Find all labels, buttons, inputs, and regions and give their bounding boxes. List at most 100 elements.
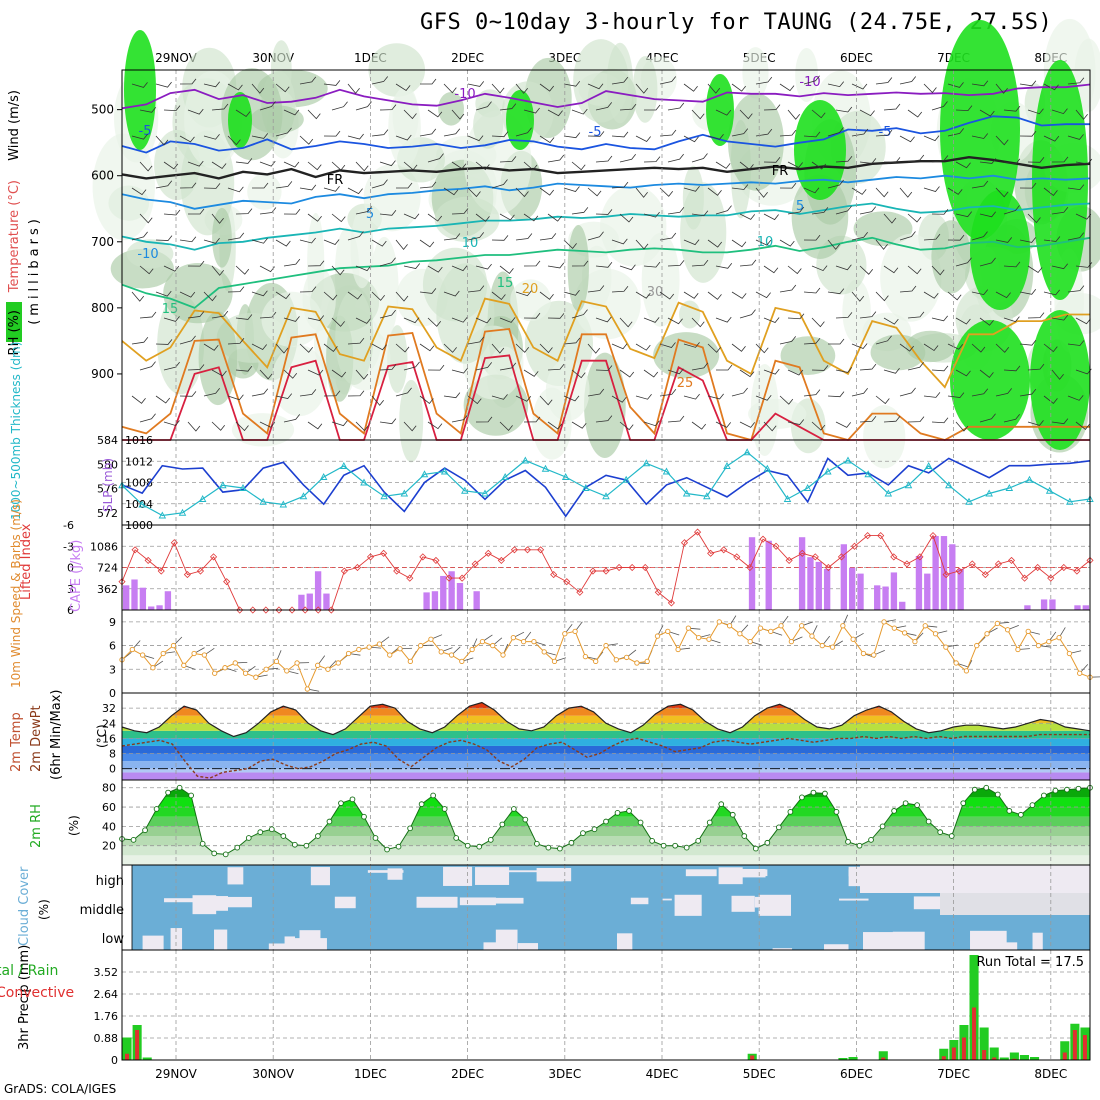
wind-barb [1019,237,1037,243]
thickness-point [824,467,832,475]
wind-barb [739,309,756,319]
lifted-index-point [720,546,728,554]
wind-barb [971,343,986,353]
thickness-point [864,470,872,478]
rh-point [983,784,990,791]
temp-ylabel-unit: (°C) [95,724,109,748]
wind-barb [259,101,276,111]
wind-speed-point [840,623,846,629]
thickness-point [662,467,671,475]
wind-barb [731,83,746,92]
rh-point [153,806,160,812]
wind-speed-point [479,638,486,645]
wind-barb [659,76,677,85]
precip-legend-conv: Convective [0,985,74,1001]
wind-barb [355,206,373,215]
wind-barb [427,109,443,118]
wind-barb [235,314,253,320]
wind-barb [283,109,300,116]
cape-bar [849,567,856,610]
wind-speed-point [263,666,269,672]
rh-point [672,842,678,849]
wind-barb [691,362,709,371]
wind-barb [683,135,699,143]
wind-barb [283,161,300,168]
wind-barb [707,343,721,353]
slp-tick-label: 1004 [125,498,153,511]
lifted-index-point [576,588,584,596]
lifted-index-point [288,606,296,614]
wind-speed-point [974,642,980,649]
cape-bar [915,555,923,610]
wind-barb [211,421,226,431]
slp-ylabel-group: SLP (mb) [101,458,115,512]
wind-barb [931,155,949,163]
wind-barb [1067,232,1085,241]
cape-bar [123,585,130,610]
wind-barb [187,421,201,432]
wind-speed-point [572,628,578,634]
wind-barb [587,187,602,197]
temp-ylabel-group3: (6hr Min/Max) [49,690,64,780]
wind-barb [475,101,492,111]
rh-moist-blob [950,320,1030,440]
wind-barb [355,317,372,324]
precip-total-bar [838,1058,848,1060]
wind-barb [443,290,460,297]
rh-point [545,844,552,851]
isotherm-FR [121,155,1091,180]
wind-barb [131,231,148,241]
wind-barb [659,232,677,241]
temp-ylabel-3: (6hr Min/Max) [49,690,64,780]
wind-barb [299,184,317,191]
rh-point [741,833,748,839]
wind-barb [307,421,323,430]
wind-speed-point [417,642,424,649]
wind-barb [923,135,940,142]
upper-wind-barbs [131,75,1093,432]
li-tick-label: -6 [63,519,74,532]
wind-barb [619,421,634,431]
wind-barb [571,207,589,215]
rh-point [234,844,241,851]
cape-bar [857,573,864,610]
rh-tick-label: 20 [102,840,116,853]
wind-barb [763,421,777,432]
temp-ylabel-group: 2m Temp [9,712,24,772]
rh-blob [247,173,282,210]
wind-barb [827,288,845,295]
wind-barb [923,186,940,192]
wind-barb [683,83,698,92]
wind-barb [499,317,516,323]
wind-barb [883,157,901,163]
lifted-index-point [550,571,558,579]
wind-barb [707,291,722,300]
wind-barb [275,343,289,354]
isotherm--5b [121,174,1091,210]
wind-barb [787,313,805,320]
wind-barb [899,187,913,198]
wind-barb [619,154,637,163]
wind-speed-point [809,633,815,639]
cape-bar [874,585,881,610]
wind-barb [587,285,605,293]
precip-tick-label: 0.88 [94,1032,119,1045]
wind-barb [923,233,941,241]
wind-barb [763,368,780,375]
rh-point [902,800,909,807]
wind-barb [755,395,772,401]
wind-barb [499,156,517,163]
wind-barb [1043,236,1061,242]
wind-barb [1019,388,1037,397]
wind-barb [283,208,301,215]
wind-barb [923,83,937,94]
contour-label: 20 [522,282,539,297]
cape-bar [957,568,964,610]
wind-barb [419,128,437,137]
wind-barb [395,83,411,91]
rh-point [856,842,863,849]
wind-barb [835,312,853,319]
wind-barb [883,415,901,423]
wind-barb [251,133,269,139]
rh-point [718,801,725,807]
